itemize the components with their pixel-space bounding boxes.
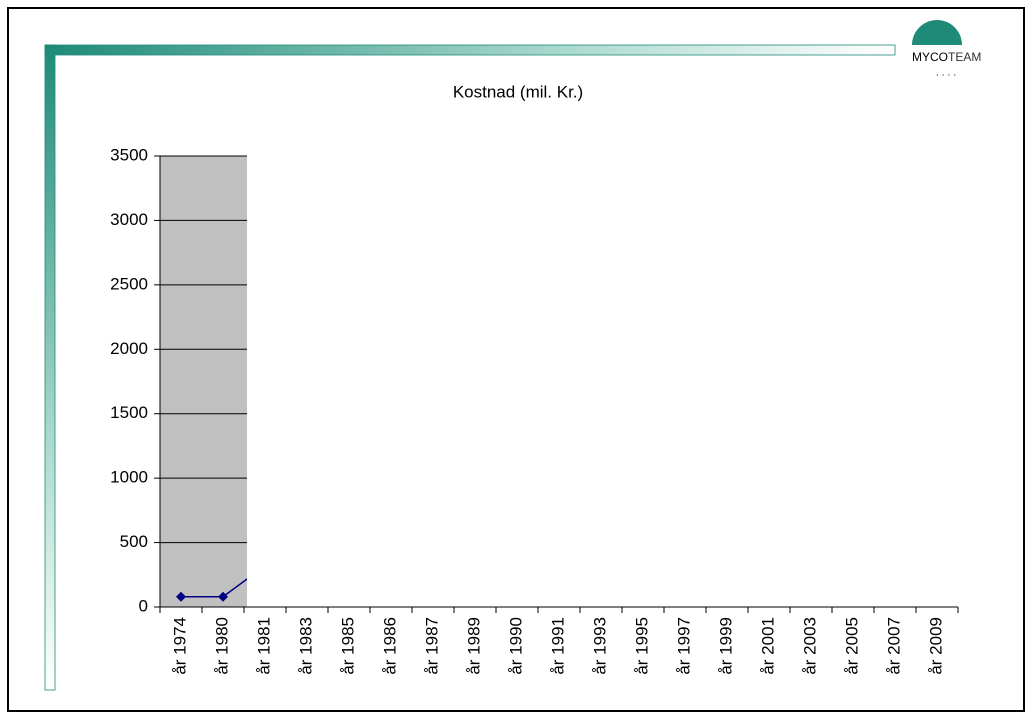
y-tick-label: 3500 xyxy=(110,145,148,164)
x-tick-label: år 2005 xyxy=(842,617,861,675)
plot-area xyxy=(160,156,247,607)
y-tick-label: 2000 xyxy=(110,339,148,358)
point xyxy=(176,591,186,602)
x-tick-label: år 1989 xyxy=(464,617,483,675)
x-tick-label: år 2003 xyxy=(800,617,819,675)
x-tick-label: år 2001 xyxy=(758,617,777,675)
chart-title: Kostnad (mil. Kr.) xyxy=(453,82,583,101)
x-tick-label: år 1990 xyxy=(506,617,525,675)
y-tick-label: 3000 xyxy=(110,210,148,229)
decor-bar xyxy=(44,44,896,56)
logo-shape xyxy=(912,20,962,45)
y-tick-label: 0 xyxy=(139,596,148,615)
x-tick-label: år 1986 xyxy=(380,617,399,675)
y-tick-label: 1000 xyxy=(110,468,148,487)
x-tick-label: år 1980 xyxy=(212,617,231,675)
y-tick-label: 2500 xyxy=(110,274,148,293)
y-tick-label: 500 xyxy=(120,532,148,551)
point xyxy=(218,591,228,602)
x-tick-label: år 2007 xyxy=(884,617,903,675)
x-tick-label: år 1997 xyxy=(674,617,693,675)
logo-dots: .... xyxy=(936,68,959,79)
x-tick-label: år 1985 xyxy=(338,617,357,675)
x-tick-label: år 1983 xyxy=(296,617,315,675)
x-tick-label: år 1999 xyxy=(716,617,735,675)
logo-text: MYCOTEAM xyxy=(912,50,981,64)
x-tick-label: år 1993 xyxy=(590,617,609,675)
logo-part: MYCO xyxy=(912,50,948,64)
x-tick-label: år 1974 xyxy=(170,617,189,675)
x-tick-label: år 2009 xyxy=(926,617,945,675)
decor-bar xyxy=(44,44,56,691)
logo-part: TEAM xyxy=(948,50,981,64)
x-tick-label: år 1981 xyxy=(254,617,273,675)
reveal-group xyxy=(160,155,247,608)
x-tick-label: år 1995 xyxy=(632,617,651,675)
x-tick-label: år 1987 xyxy=(422,617,441,675)
y-tick-label: 1500 xyxy=(110,403,148,422)
x-tick-label: år 1991 xyxy=(548,617,567,675)
